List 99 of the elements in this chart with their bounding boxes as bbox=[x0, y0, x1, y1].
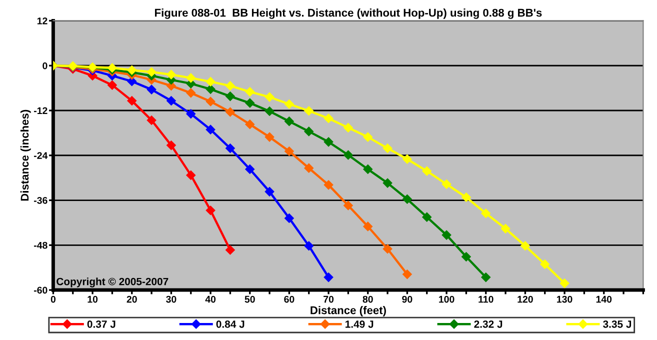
point bbox=[186, 170, 196, 180]
point bbox=[186, 88, 196, 98]
point bbox=[304, 163, 314, 173]
point bbox=[264, 132, 274, 142]
point bbox=[284, 214, 294, 223]
y-tick-label: -36 bbox=[34, 196, 48, 204]
point bbox=[166, 140, 176, 150]
point bbox=[206, 124, 216, 134]
point bbox=[344, 150, 353, 160]
x-tick-label: 40 bbox=[205, 296, 216, 303]
point bbox=[127, 96, 137, 106]
x-tick-label: 20 bbox=[126, 296, 137, 303]
point bbox=[344, 200, 353, 210]
x-tick-label: 10 bbox=[88, 296, 98, 303]
point bbox=[264, 187, 274, 196]
x-tick-label: 100 bbox=[439, 296, 454, 303]
point bbox=[481, 272, 490, 282]
point bbox=[304, 106, 314, 116]
point bbox=[520, 241, 530, 251]
point bbox=[402, 194, 412, 204]
point bbox=[146, 84, 156, 94]
point bbox=[245, 98, 255, 108]
point bbox=[324, 180, 334, 190]
x-tick-label: 60 bbox=[284, 296, 294, 303]
point bbox=[146, 116, 156, 125]
point bbox=[226, 245, 235, 255]
point bbox=[462, 252, 471, 262]
point bbox=[206, 84, 216, 94]
y-tick-label: -12 bbox=[34, 107, 48, 114]
x-tick-label: 140 bbox=[596, 296, 612, 303]
point bbox=[363, 132, 372, 142]
point bbox=[540, 260, 550, 269]
y-tick-label: -48 bbox=[34, 242, 48, 249]
point bbox=[422, 166, 432, 176]
point bbox=[500, 224, 510, 234]
point bbox=[245, 164, 255, 174]
point bbox=[206, 206, 216, 215]
legend-label: 2.32 J bbox=[474, 320, 502, 328]
point bbox=[363, 222, 372, 232]
point bbox=[226, 107, 235, 117]
point bbox=[284, 116, 294, 126]
point bbox=[382, 178, 392, 188]
point bbox=[324, 114, 334, 123]
x-tick-label: 50 bbox=[244, 296, 255, 303]
point bbox=[442, 180, 452, 189]
point bbox=[382, 244, 392, 254]
point bbox=[226, 81, 235, 90]
legend-label: 1.49 J bbox=[346, 320, 374, 328]
point bbox=[186, 73, 196, 83]
point bbox=[363, 164, 372, 174]
point bbox=[264, 92, 274, 102]
y-tick-label: -60 bbox=[34, 286, 48, 294]
point bbox=[127, 65, 137, 75]
point bbox=[324, 272, 334, 282]
point bbox=[481, 208, 490, 218]
legend-label: 0.84 J bbox=[216, 320, 244, 328]
point bbox=[245, 120, 255, 129]
point bbox=[166, 70, 176, 80]
point bbox=[324, 137, 334, 147]
point bbox=[284, 146, 294, 156]
point bbox=[166, 96, 176, 106]
x-tick-label: 0 bbox=[50, 296, 56, 303]
point bbox=[245, 87, 255, 96]
annotation: Copyright © 2005-2007 bbox=[56, 278, 168, 288]
point bbox=[226, 92, 235, 101]
point bbox=[422, 212, 432, 222]
point bbox=[402, 270, 412, 279]
point bbox=[462, 192, 471, 202]
point bbox=[226, 144, 235, 153]
point bbox=[304, 126, 314, 136]
point bbox=[344, 123, 353, 132]
y-tick-label: -24 bbox=[34, 152, 48, 159]
legend-label: 3.35 J bbox=[603, 320, 632, 328]
x-tick-label: 90 bbox=[402, 296, 412, 303]
y-axis-title: Distance (inches) bbox=[20, 110, 31, 201]
point bbox=[402, 154, 412, 164]
y-tick-label: 0 bbox=[42, 62, 48, 70]
point bbox=[382, 144, 392, 153]
x-tick-label: 110 bbox=[478, 296, 494, 303]
x-tick-label: 70 bbox=[324, 296, 334, 303]
point bbox=[108, 63, 117, 72]
legend-label: 0.37 J bbox=[87, 320, 116, 328]
chart-title: Figure 088-01 BB Height vs. Distance (without Hop-Up) using 0.88 g BB's bbox=[155, 8, 542, 19]
point bbox=[206, 77, 216, 86]
x-axis-title: Distance (feet) bbox=[310, 306, 386, 316]
x-tick-label: 130 bbox=[557, 296, 572, 303]
point bbox=[304, 241, 314, 251]
x-tick-label: 80 bbox=[362, 296, 373, 303]
point bbox=[186, 109, 196, 118]
point bbox=[264, 106, 274, 116]
x-tick-label: 30 bbox=[166, 296, 176, 303]
y-tick-label: 12 bbox=[37, 17, 48, 24]
point bbox=[442, 230, 452, 240]
point bbox=[108, 80, 117, 90]
x-tick-label: 120 bbox=[518, 296, 533, 303]
point bbox=[284, 100, 294, 109]
point bbox=[146, 67, 156, 77]
point bbox=[206, 96, 216, 106]
point bbox=[560, 278, 570, 288]
